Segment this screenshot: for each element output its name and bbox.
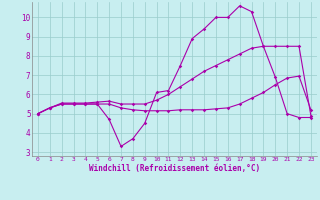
X-axis label: Windchill (Refroidissement éolien,°C): Windchill (Refroidissement éolien,°C) — [89, 164, 260, 173]
